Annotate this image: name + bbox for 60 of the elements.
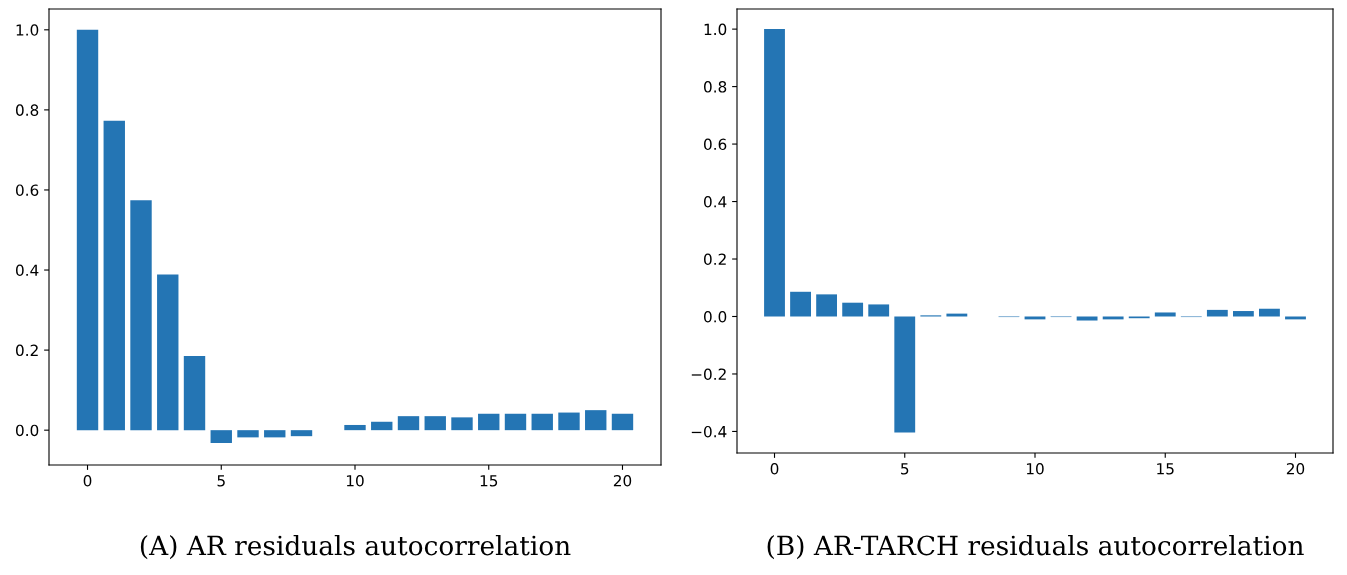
bar [504, 413, 527, 431]
bar [344, 424, 366, 431]
y-tick-label: −0.2 [691, 368, 726, 380]
y-tick-label: 0.6 [15, 184, 39, 196]
x-axis-title: (B) AR-TARCH residuals autocorrelation [767, 535, 1304, 560]
y-tick-label: 0.2 [15, 344, 38, 357]
bar [451, 417, 473, 431]
bar [157, 274, 179, 431]
bar [1232, 311, 1254, 317]
bar [183, 356, 206, 431]
y-tick-label: 0.0 [703, 310, 727, 323]
x-tick-label: 20 [1286, 462, 1305, 475]
y-tick-label: 0.4 [703, 196, 727, 208]
x-tick-label: 10 [346, 474, 364, 487]
y-tick-label: 0.0 [15, 424, 39, 437]
bar [130, 200, 152, 431]
bar [103, 120, 125, 431]
bar [894, 316, 916, 433]
bar [1076, 316, 1098, 321]
y-tick-label: 0.2 [703, 253, 726, 266]
bar [210, 430, 232, 443]
bar [237, 430, 259, 438]
bar [1206, 309, 1228, 317]
x-tick-label: 0 [770, 462, 779, 475]
bar [478, 413, 500, 431]
bar [264, 430, 286, 438]
bar [816, 294, 838, 317]
y-tick-label: −0.4 [691, 425, 727, 438]
y-tick-label: 0.4 [15, 264, 39, 277]
y-tick-label: 0.6 [703, 138, 727, 151]
y-tick-label: 1.0 [704, 23, 727, 36]
bar [1102, 316, 1124, 320]
bar [611, 413, 634, 431]
bar [1024, 316, 1046, 320]
x-tick-label: 15 [480, 475, 498, 487]
y-tick-label: 1.0 [16, 24, 39, 36]
x-tick-label: 0 [83, 474, 92, 487]
x-tick-label: 15 [1157, 463, 1174, 475]
bar [397, 416, 420, 431]
bar [290, 430, 313, 437]
bar [1259, 308, 1280, 317]
x-tick-label: 5 [901, 463, 909, 475]
bar [424, 416, 446, 431]
bar [842, 302, 864, 317]
y-tick-label: 0.8 [703, 81, 727, 93]
bar [558, 412, 580, 431]
x-tick-label: 10 [1026, 462, 1044, 475]
y-tick-label: 0.8 [15, 104, 39, 116]
x-axis-title: (A) AR residuals autocorrelation [140, 535, 571, 560]
bar [531, 413, 553, 431]
bar [371, 421, 393, 431]
bar [76, 29, 99, 431]
x-tick-label: 5 [217, 475, 225, 487]
bar [868, 304, 890, 317]
bar [790, 291, 811, 317]
bar [585, 410, 607, 431]
x-tick-label: 20 [613, 474, 632, 487]
bar [764, 29, 785, 317]
bar [1285, 316, 1306, 320]
bar [1154, 312, 1176, 317]
